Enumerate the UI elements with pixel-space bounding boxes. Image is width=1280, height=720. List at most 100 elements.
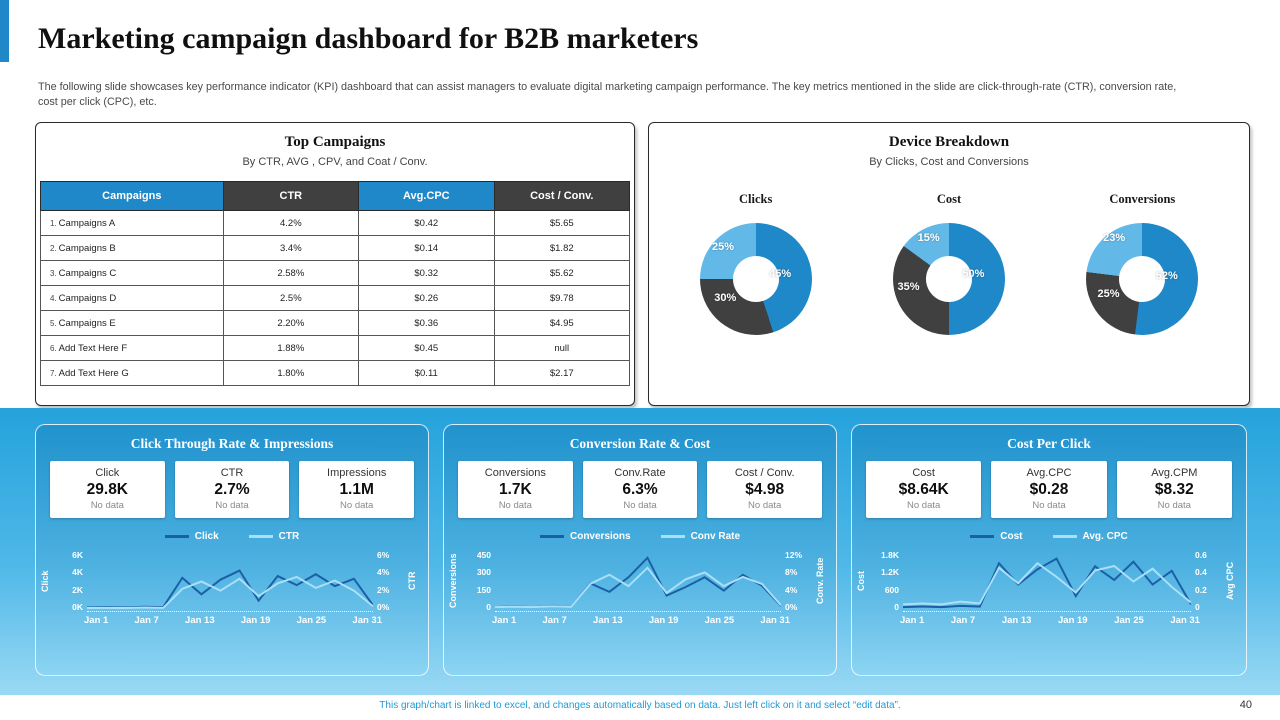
col-header-cost-conv: Cost / Conv.	[493, 181, 631, 211]
left-axis-ticks: 450 300 150 0	[461, 550, 495, 612]
stat-conv-rate: Conv.Rate 6.3% No data	[582, 461, 698, 518]
table-cell: 1.80%	[222, 360, 360, 386]
x-label: Jan 1	[900, 615, 925, 626]
stat-value: 6.3%	[622, 481, 658, 498]
table-row: 2. Campaigns B 3.4% $0.14 $1.82	[40, 235, 631, 261]
campaign-name: Campaigns B	[58, 242, 116, 254]
top-campaigns-panel: Top Campaigns By CTR, AVG , CPV, and Coa…	[35, 122, 635, 406]
x-label: Jan 1	[84, 615, 109, 626]
series-line	[87, 569, 373, 609]
table-cell: 5. Campaigns E	[40, 310, 224, 336]
donut-percent-label: 30%	[714, 292, 737, 305]
stat-note: No data	[215, 500, 249, 511]
left-axis-ticks: 1.8K 1.2K 600 0	[869, 550, 903, 612]
row-number: 5.	[50, 318, 57, 328]
x-label: Jan 25	[296, 615, 327, 626]
donut-percent-label: 23%	[1103, 231, 1126, 244]
page-number: 40	[1239, 699, 1252, 711]
donut-cost-title: Cost	[936, 192, 962, 206]
stat-avg-cpc: Avg.CPC $0.28 No data	[991, 461, 1107, 518]
stat-label: Cost / Conv.	[734, 467, 795, 479]
table-header-row: Campaigns CTR Avg.CPC Cost / Conv.	[40, 181, 631, 211]
campaign-name: Campaigns E	[58, 317, 116, 329]
tick: 0.2	[1195, 584, 1207, 595]
top-campaigns-title: Top Campaigns	[284, 134, 386, 150]
table-cell: $2.17	[493, 360, 631, 386]
stat-note: No data	[90, 500, 124, 511]
row-number: 3.	[50, 268, 57, 278]
tick: 0%	[785, 601, 798, 612]
x-label: Jan 7	[134, 615, 159, 626]
x-label: Jan 19	[240, 615, 271, 626]
cost-donut-chart[interactable]: 50% 35% 15%	[892, 223, 1005, 335]
stat-note: No data	[1032, 500, 1066, 511]
stat-row: Cost $8.64K No data Avg.CPC $0.28 No dat…	[852, 461, 1246, 518]
table-cell: $5.65	[493, 210, 631, 236]
card-title: Cost Per Click	[1007, 436, 1091, 451]
stat-note: No data	[748, 500, 782, 511]
left-axis-ticks: 6K 4K 2K 0K	[53, 550, 87, 612]
table-row: 1. Campaigns A 4.2% $0.42 $5.65	[40, 210, 631, 236]
x-label: Jan 31	[1170, 615, 1200, 626]
tick: 2%	[377, 584, 390, 595]
cpc-line-chart[interactable]	[903, 550, 1191, 612]
legend-label: Cost	[1000, 531, 1023, 542]
table-cell: $5.62	[493, 260, 631, 286]
stat-value: 2.7%	[214, 481, 250, 498]
tick: 0	[1195, 601, 1200, 612]
donut-chart-row: Clicks 45% 30% 25% Cost 50% 35% 15% Conversi…	[649, 192, 1249, 335]
conversion-cost-card: Conversion Rate & Cost Conversions 1.7K …	[443, 424, 837, 676]
table-cell: 4. Campaigns D	[40, 285, 224, 311]
top-campaigns-table[interactable]: Campaigns CTR Avg.CPC Cost / Conv. 1. Cam…	[40, 181, 631, 386]
table-cell: $0.45	[358, 335, 495, 361]
row-number: 4.	[50, 293, 57, 303]
x-label: Jan 7	[542, 615, 567, 626]
stat-label: Conversions	[484, 467, 546, 479]
legend-label: CTR	[278, 531, 300, 542]
chart-legend: Conversions Conv Rate	[444, 531, 836, 542]
ctr-line-chart[interactable]	[87, 550, 373, 612]
line-chart-svg	[87, 569, 373, 610]
device-breakdown-subtitle: By Clicks, Cost and Conversions	[869, 156, 1029, 168]
clicks-donut-chart[interactable]: 45% 30% 25%	[699, 223, 812, 335]
conversions-donut-chart[interactable]: 52% 25% 23%	[1086, 223, 1199, 335]
donut-clicks-group: Clicks 45% 30% 25%	[668, 192, 844, 335]
series-line	[495, 566, 781, 609]
donut-clicks-title: Clicks	[738, 192, 773, 206]
left-axis-title: Click	[40, 570, 50, 592]
line-chart-svg	[495, 556, 781, 609]
table-row: 4. Campaigns D 2.5% $0.26 $9.78	[40, 285, 631, 311]
chart-zone: Cost 1.8K 1.2K 600 0 0.6 0.4 0.2 0 Avg C…	[856, 550, 1238, 612]
right-axis-title: CTR	[407, 571, 417, 591]
ctr-impressions-card: Click Through Rate & Impressions Click 2…	[35, 424, 429, 676]
legend-conversions: Conversions	[539, 531, 631, 542]
donut-percent-label: 15%	[917, 231, 940, 244]
stat-note: No data	[623, 500, 657, 511]
legend-conv-rate: Conv Rate	[660, 531, 740, 542]
x-label: Jan 13	[593, 615, 623, 626]
donut-percent-label: 25%	[1097, 287, 1120, 300]
tick: 600	[884, 584, 899, 595]
left-axis-title: Cost	[856, 571, 866, 591]
tick: 4K	[72, 567, 83, 578]
tick: 0.6	[1195, 550, 1207, 560]
tick: 450	[476, 550, 491, 560]
table-row: 7. Add Text Here G 1.80% $0.11 $2.17	[40, 360, 631, 386]
right-axis-ticks: 6% 4% 2% 0%	[373, 550, 407, 612]
table-row: 3. Campaigns C 2.58% $0.32 $5.62	[40, 260, 631, 286]
table-cell: 6. Add Text Here F	[40, 335, 224, 361]
x-label: Jan 31	[352, 615, 382, 626]
chart-zone: Conversions 450 300 150 0 12% 8% 4% 0% C…	[448, 550, 828, 612]
campaign-name: Campaigns C	[58, 267, 117, 279]
page-description: The following slide showcases key perfor…	[38, 81, 1177, 109]
card-title: Conversion Rate & Cost	[569, 436, 711, 451]
conversion-line-chart[interactable]	[495, 550, 781, 612]
x-label: Jan 19	[648, 615, 679, 626]
row-number: 1.	[50, 218, 57, 228]
table-cell: 2.5%	[222, 285, 360, 311]
x-axis-labels: Jan 1 Jan 7 Jan 13 Jan 19 Jan 25 Jan 31	[492, 615, 790, 626]
col-header-campaigns: Campaigns	[40, 181, 224, 211]
x-label: Jan 19	[1058, 615, 1088, 626]
stat-note: No data	[1157, 500, 1191, 511]
legend-swatch	[1052, 535, 1077, 538]
